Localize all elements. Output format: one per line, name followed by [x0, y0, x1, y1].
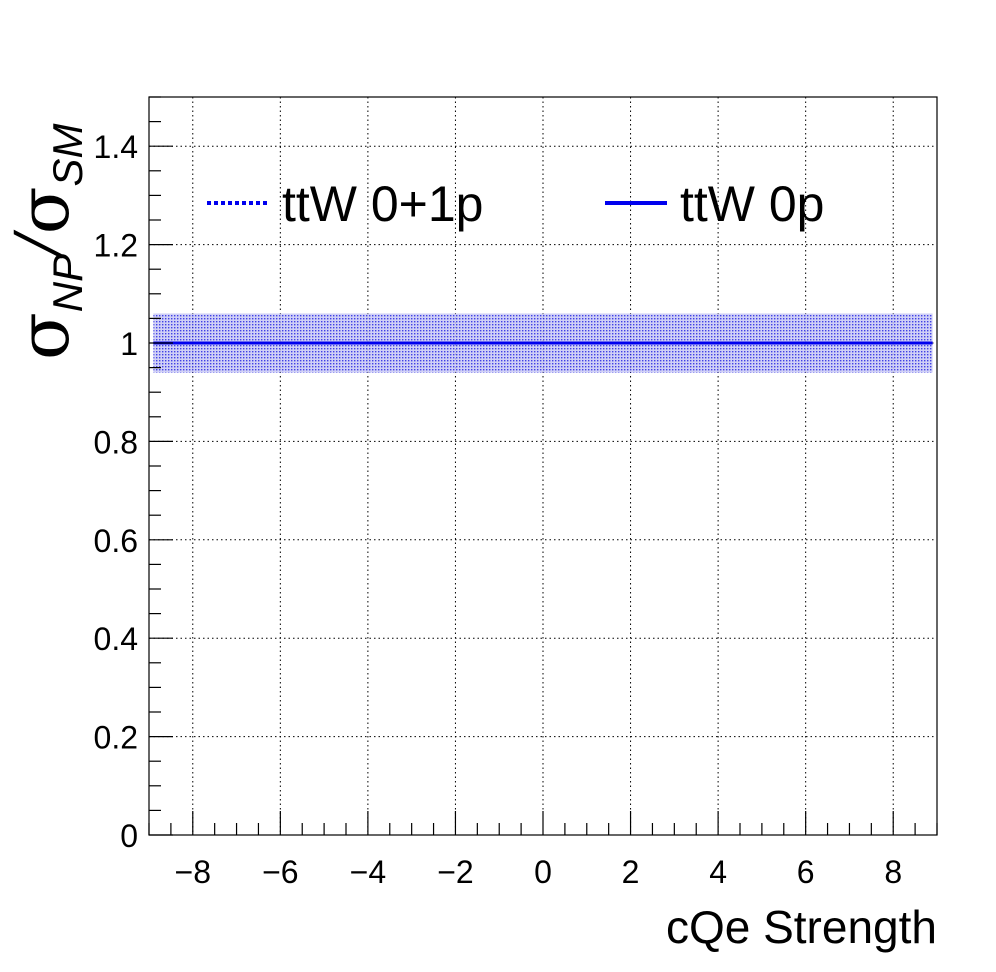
y-tick-label: 0.8	[94, 424, 138, 460]
x-tick-label: −2	[437, 854, 473, 890]
y-tick-label: 0.2	[94, 720, 138, 756]
grid	[149, 97, 937, 835]
x-axis-title: cQe Strength	[666, 901, 937, 953]
x-tick-label: 8	[884, 854, 902, 890]
y-axis-title: σNP/σSM	[2, 123, 91, 360]
axis-ticks	[148, 96, 938, 836]
x-tick-label: 6	[797, 854, 815, 890]
legend: ttW 0+1p ttW 0p	[207, 176, 824, 232]
x-tick-label: 2	[622, 854, 640, 890]
legend-label-1: ttW 0p	[680, 176, 824, 232]
svg-text:σNP/σSM: σNP/σSM	[2, 123, 91, 360]
x-tick-label: 4	[709, 854, 727, 890]
y-axis-sub-np: NP	[44, 254, 91, 312]
y-tick-label: 1	[120, 326, 138, 362]
y-axis-sub-sm: SM	[44, 123, 91, 186]
y-axis-sigma-denominator: σ	[3, 187, 85, 235]
y-tick-label: 1.4	[94, 129, 138, 165]
y-axis-sigma-numerator: σ	[3, 312, 85, 360]
x-tick-label: −6	[262, 854, 298, 890]
x-tick-label: 0	[534, 854, 552, 890]
y-tick-label: 0.4	[94, 621, 138, 657]
x-tick-label: −4	[350, 854, 386, 890]
x-tick-label: −8	[175, 854, 211, 890]
y-tick-label: 0.6	[94, 523, 138, 559]
y-tick-label: 0	[120, 818, 138, 854]
y-tick-label: 1.2	[94, 228, 138, 264]
legend-label-0: ttW 0+1p	[282, 176, 484, 232]
tick-labels: −8 −6 −4 −2 0 2 4 6 8 0 0.2 0.4 0.6 0.8 1 1.2 1.4	[94, 129, 903, 890]
